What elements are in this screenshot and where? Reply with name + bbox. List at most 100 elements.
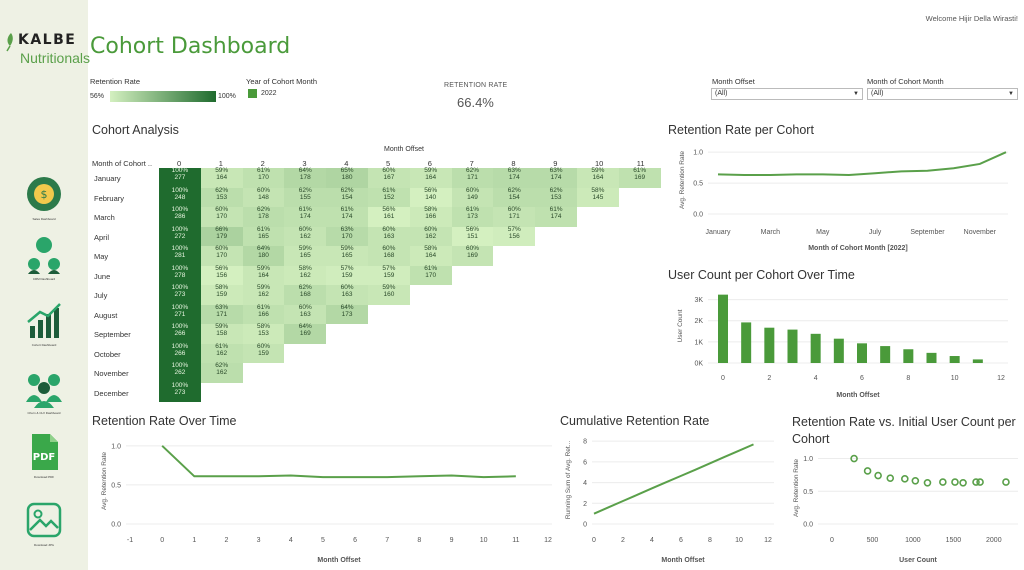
cohort-cell-count: 155	[299, 193, 311, 201]
cohort-cell[interactable]: 61% 152	[368, 187, 410, 207]
cohort-cell[interactable]: 62% 153	[535, 187, 577, 207]
cohort-cell[interactable]: 60% 149	[451, 187, 494, 207]
cohort-cell[interactable]: 61% 169	[618, 167, 661, 188]
cohort-cell[interactable]: 60% 167	[368, 167, 410, 188]
cohort-cell[interactable]: 60% 148	[242, 187, 285, 207]
cohort-cell[interactable]: 61% 165	[242, 226, 285, 246]
cohort-cell-count: 170	[425, 271, 437, 279]
cohort-cell[interactable]: 58% 145	[577, 187, 619, 207]
download-image-button[interactable]: Download JPG	[20, 500, 68, 552]
cohort-cell[interactable]: 100% 262	[159, 362, 201, 383]
cohort-cell[interactable]: 63% 174	[535, 167, 577, 188]
cohort-cell[interactable]: 59% 164	[200, 167, 243, 188]
cohort-cell[interactable]: 58% 162	[284, 265, 327, 285]
cohort-cell[interactable]: 63% 171	[200, 304, 243, 324]
cohort-cell[interactable]: 58% 164	[409, 245, 452, 266]
welcome-text: Welcome Hijir Della Wirasti!	[925, 14, 1018, 23]
cohort-cell[interactable]: 61% 174	[535, 206, 577, 227]
cohort-cell[interactable]: 61% 170	[242, 167, 285, 188]
cohort-cell[interactable]: 66% 179	[200, 226, 243, 246]
download-pdf-button[interactable]: PDF Download PDF	[20, 432, 68, 484]
cohort-cell[interactable]: 64% 180	[242, 245, 285, 266]
cohort-cell[interactable]: 100% 271	[159, 304, 201, 324]
cohort-cell[interactable]: 100% 266	[159, 343, 201, 363]
cohort-cell[interactable]: 100% 286	[159, 206, 201, 227]
cohort-cell[interactable]: 60% 163	[284, 304, 327, 324]
cohort-cell[interactable]: 100% 273	[159, 382, 201, 402]
cohort-cell[interactable]: 60% 162	[409, 226, 452, 246]
sidebar-item-crm-dashboard[interactable]: CRM Dashboard	[20, 234, 68, 286]
cohort-cell[interactable]: 100% 277	[159, 167, 201, 188]
cohort-cell[interactable]: 100% 272	[159, 226, 201, 246]
sidebar-item-cohort-dashboard[interactable]: Cohort Dashboard	[20, 300, 68, 352]
cohort-cell[interactable]: 59% 160	[368, 284, 410, 305]
cohort-cell[interactable]: 60% 159	[242, 343, 285, 363]
cohort-cell[interactable]: 57% 159	[326, 265, 368, 285]
cohort-cell[interactable]: 60% 163	[368, 226, 410, 246]
cohort-cell[interactable]: 59% 164	[577, 167, 619, 188]
cohort-cell-pct: 58%	[424, 206, 438, 213]
cohort-cell-pct: 61%	[298, 206, 312, 213]
cohort-cell[interactable]: 59% 165	[284, 245, 327, 266]
cohort-cell-count: 166	[258, 310, 269, 318]
cohort-cell[interactable]: 62% 154	[326, 187, 368, 207]
cohort-cell[interactable]: 100% 281	[159, 245, 201, 266]
cohort-cell[interactable]: 59% 164	[409, 167, 452, 188]
cohort-cell[interactable]: 64% 173	[326, 304, 368, 324]
cohort-cell[interactable]: 60% 170	[200, 206, 243, 227]
cohort-cell[interactable]: 60% 171	[493, 206, 536, 227]
cohort-cell[interactable]: 60% 170	[200, 245, 243, 266]
cohort-cell[interactable]: 64% 178	[284, 167, 327, 188]
cohort-cell[interactable]: 56% 161	[368, 206, 410, 227]
cohort-cell[interactable]: 100% 266	[159, 323, 201, 344]
cohort-cell[interactable]: 62% 168	[284, 284, 327, 305]
cohort-cell[interactable]: 59% 158	[200, 323, 243, 344]
cohort-cell-count: 159	[216, 291, 228, 298]
month-offset-dropdown[interactable]: (All) ▼	[711, 88, 863, 100]
cohort-cell[interactable]: 100% 278	[159, 265, 201, 285]
cohort-cell[interactable]: 61% 170	[409, 265, 452, 285]
x-tick-label: 1	[192, 537, 196, 544]
cohort-cell[interactable]: 58% 166	[409, 206, 452, 227]
cohort-cell[interactable]: 60% 163	[326, 284, 368, 305]
cohort-cell[interactable]: 59% 162	[242, 284, 285, 305]
cohort-cell[interactable]: 62% 171	[451, 167, 494, 188]
cohort-cell[interactable]: 61% 173	[451, 206, 494, 227]
cohort-cell[interactable]: 63% 174	[493, 167, 536, 188]
sidebar-item-churn-clv-dashboard[interactable]: Churn & CLV Dashboard	[20, 368, 68, 420]
cohort-cell[interactable]: 64% 169	[284, 323, 327, 344]
sidebar-item-sales-dashboard[interactable]: $ Sales Dashboard	[20, 174, 68, 226]
cohort-cell[interactable]: 63% 170	[326, 226, 368, 246]
cohort-cell[interactable]: 61% 174	[326, 206, 368, 227]
cohort-cell[interactable]: 62% 162	[200, 362, 243, 383]
cohort-cell[interactable]: 59% 164	[242, 265, 285, 285]
cohort-cell[interactable]: 61% 166	[242, 304, 285, 324]
cohort-cell[interactable]: 60% 168	[368, 245, 410, 266]
cohort-cell[interactable]: 58% 159	[200, 284, 243, 305]
cohort-cell[interactable]: 60% 162	[284, 226, 327, 246]
cohort-cell[interactable]: 57% 159	[368, 265, 410, 285]
cohort-month-dropdown[interactable]: (All) ▼	[867, 88, 1018, 100]
cohort-cell[interactable]: 62% 155	[284, 187, 327, 207]
cohort-cell-count: 273	[174, 388, 186, 396]
cohort-cell[interactable]: 62% 178	[242, 206, 285, 227]
cohort-offset-label: 11	[636, 159, 645, 168]
cohort-cell[interactable]: 56% 140	[409, 187, 452, 207]
cohort-cell[interactable]: 62% 154	[493, 187, 536, 207]
cohort-cell[interactable]: 59% 165	[326, 245, 368, 266]
cohort-cell[interactable]: 58% 153	[242, 323, 285, 344]
cohort-cell[interactable]: 57% 156	[493, 226, 536, 246]
cohort-cell[interactable]: 61% 162	[200, 343, 243, 363]
cohort-cell[interactable]: 61% 174	[284, 206, 327, 227]
cohort-cell[interactable]: 60% 169	[451, 245, 494, 266]
cohort-cell[interactable]: 100% 273	[159, 284, 201, 305]
year-legend-swatch[interactable]	[248, 89, 257, 98]
cohort-cell-count: 156	[508, 232, 520, 240]
cohort-cell[interactable]: 56% 156	[200, 265, 243, 285]
cohort-cell[interactable]: 62% 153	[200, 187, 243, 207]
cohort-cell[interactable]: 100% 248	[159, 187, 201, 207]
x-axis-label: Month Offset	[661, 557, 705, 564]
cohort-cell[interactable]: 65% 180	[326, 167, 368, 188]
cohort-cell[interactable]: 56% 151	[451, 226, 494, 246]
